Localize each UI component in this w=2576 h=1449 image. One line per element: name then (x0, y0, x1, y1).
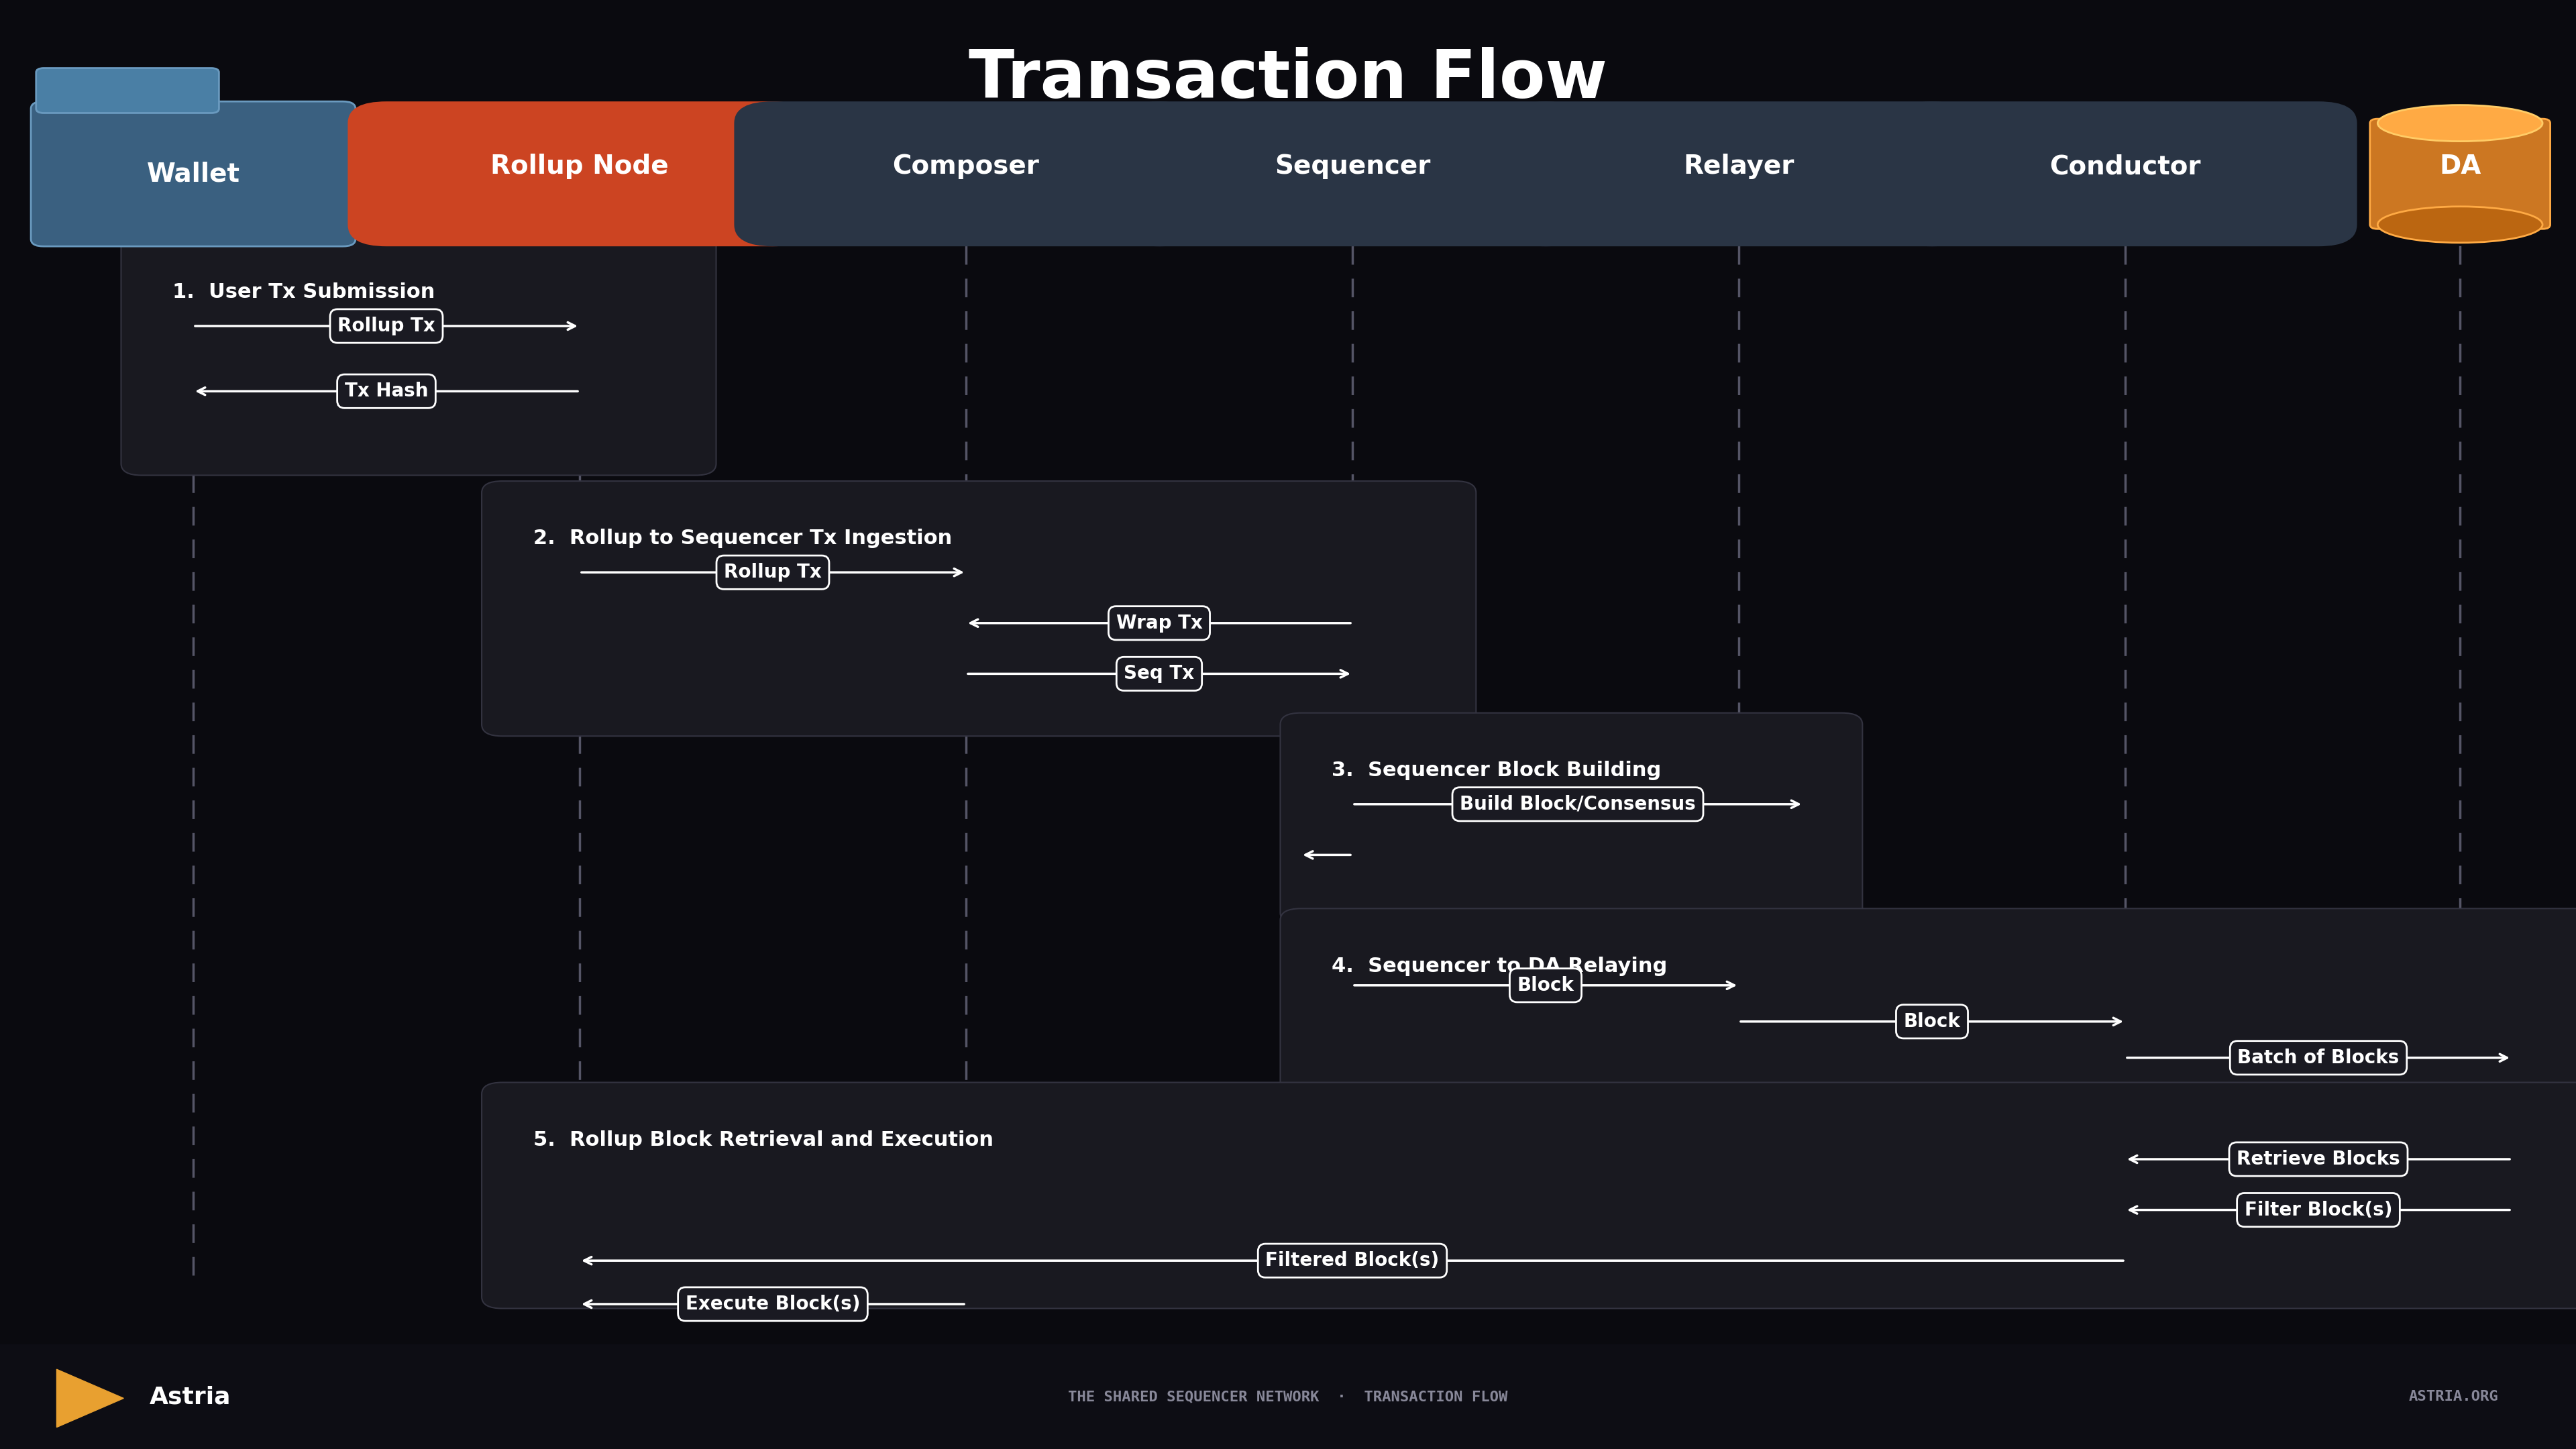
Text: 3.  Sequencer Block Building: 3. Sequencer Block Building (1332, 761, 1662, 780)
FancyBboxPatch shape (121, 235, 716, 475)
Text: Conductor: Conductor (2050, 154, 2200, 180)
Text: Relayer: Relayer (1682, 154, 1795, 180)
Text: Tx Hash: Tx Hash (345, 383, 428, 400)
Text: 5.  Rollup Block Retrieval and Execution: 5. Rollup Block Retrieval and Execution (533, 1130, 994, 1149)
Text: Retrieve Blocks: Retrieve Blocks (2236, 1151, 2401, 1168)
FancyBboxPatch shape (348, 101, 811, 246)
Text: Wallet: Wallet (147, 161, 240, 187)
FancyBboxPatch shape (36, 68, 219, 113)
FancyBboxPatch shape (0, 1345, 2576, 1449)
FancyBboxPatch shape (482, 481, 1476, 736)
Text: Rollup Node: Rollup Node (489, 154, 670, 180)
Text: 4.  Sequencer to DA Relaying: 4. Sequencer to DA Relaying (1332, 956, 1667, 975)
Text: 1.  User Tx Submission: 1. User Tx Submission (173, 283, 435, 301)
Text: Rollup Tx: Rollup Tx (724, 564, 822, 581)
FancyBboxPatch shape (482, 1082, 2576, 1308)
Text: Rollup Tx: Rollup Tx (337, 317, 435, 335)
Text: DA: DA (2439, 154, 2481, 180)
Text: 2.  Rollup to Sequencer Tx Ingestion: 2. Rollup to Sequencer Tx Ingestion (533, 529, 953, 548)
Text: Batch of Blocks: Batch of Blocks (2239, 1049, 2398, 1066)
FancyBboxPatch shape (1280, 713, 1862, 924)
Text: Execute Block(s): Execute Block(s) (685, 1295, 860, 1313)
FancyBboxPatch shape (1121, 101, 1584, 246)
Ellipse shape (2378, 206, 2543, 242)
Text: THE SHARED SEQUENCER NETWORK  ·  TRANSACTION FLOW: THE SHARED SEQUENCER NETWORK · TRANSACTI… (1069, 1390, 1507, 1404)
Text: Seq Tx: Seq Tx (1123, 665, 1195, 682)
Text: ASTRIA.ORG: ASTRIA.ORG (2409, 1390, 2499, 1404)
Text: Wrap Tx: Wrap Tx (1115, 614, 1203, 632)
FancyBboxPatch shape (2370, 119, 2550, 229)
FancyBboxPatch shape (31, 101, 355, 246)
Text: Build Block/Consensus: Build Block/Consensus (1461, 796, 1695, 813)
Text: Filter Block(s): Filter Block(s) (2244, 1201, 2393, 1219)
Ellipse shape (2378, 104, 2543, 141)
Text: Block: Block (1904, 1013, 1960, 1030)
Polygon shape (57, 1369, 124, 1427)
Text: Filtered Block(s): Filtered Block(s) (1265, 1252, 1440, 1269)
Text: Composer: Composer (894, 154, 1038, 180)
FancyBboxPatch shape (734, 101, 1198, 246)
FancyBboxPatch shape (1280, 909, 2576, 1106)
FancyBboxPatch shape (1507, 101, 1971, 246)
FancyBboxPatch shape (1893, 101, 2357, 246)
Text: Astria: Astria (149, 1385, 232, 1408)
Text: Block: Block (1517, 977, 1574, 994)
Text: Transaction Flow: Transaction Flow (969, 48, 1607, 112)
Text: Sequencer: Sequencer (1275, 154, 1430, 180)
